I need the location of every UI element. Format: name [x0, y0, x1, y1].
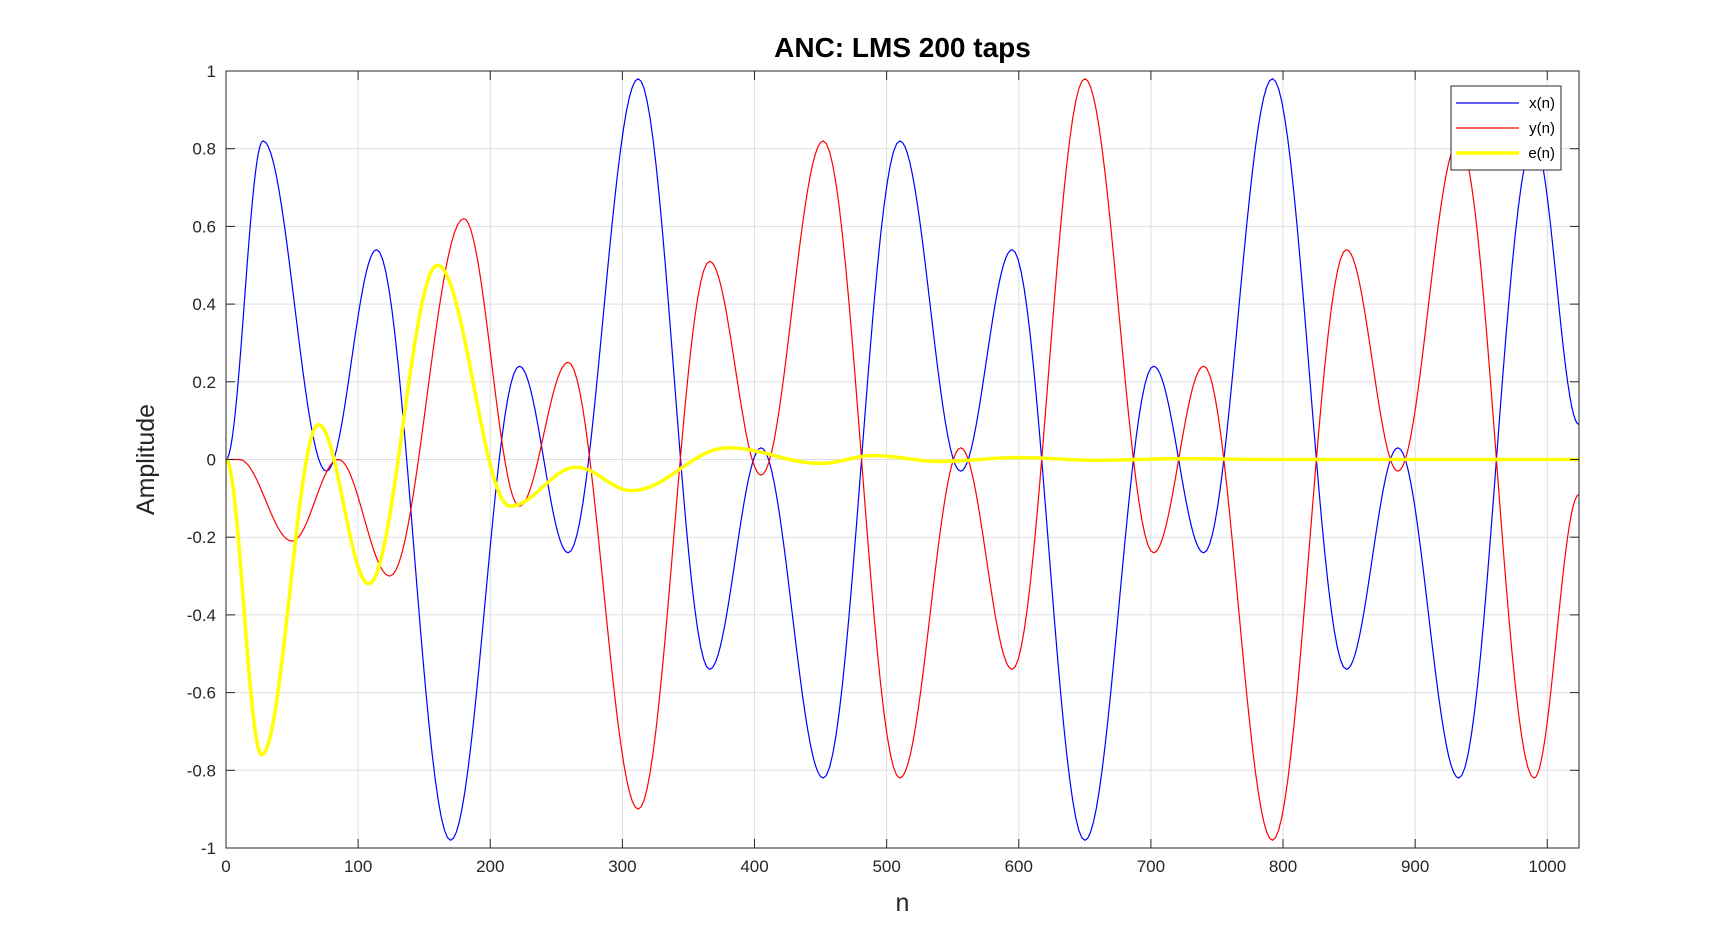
y-tick-label: -0.8 [187, 761, 216, 780]
x-tick-label: 0 [221, 857, 230, 876]
x-tick-label: 200 [476, 857, 504, 876]
x-tick-label: 300 [608, 857, 636, 876]
legend-label: e(n) [1528, 145, 1555, 162]
x-tick-label: 700 [1137, 857, 1165, 876]
y-tick-label: -0.6 [187, 684, 216, 703]
x-tick-label: 900 [1401, 857, 1429, 876]
chart-title: ANC: LMS 200 taps [774, 32, 1031, 63]
series-line-yn [226, 78, 1579, 841]
y-tick-label: 0 [207, 451, 216, 470]
y-tick-label: 0.8 [192, 140, 216, 159]
y-tick-label: 0.6 [192, 217, 216, 236]
x-tick-label: 500 [872, 857, 900, 876]
x-axis-label: n [896, 889, 910, 917]
axes-ticks: 0 100 200 300 400 500 600 700 800 900 1000 -1 -0.8 -0… [187, 62, 1579, 876]
x-tick-label: 400 [740, 857, 768, 876]
legend-label: x(n) [1529, 95, 1555, 112]
x-tick-label: 600 [1005, 857, 1033, 876]
legend: x(n) y(n) e(n) [1450, 85, 1562, 171]
y-axis-label: Amplitude [132, 404, 160, 515]
series-line-xn [226, 78, 1579, 841]
y-tick-label: 0.2 [192, 373, 216, 392]
series-line-en [226, 263, 1579, 757]
y-tick-label: -1 [201, 839, 216, 858]
y-tick-label: 1 [207, 62, 216, 81]
x-tick-label: 100 [344, 857, 372, 876]
y-tick-label: -0.4 [187, 606, 216, 625]
legend-label: y(n) [1529, 120, 1555, 137]
y-tick-label: 0.4 [192, 295, 216, 314]
x-tick-label: 800 [1269, 857, 1297, 876]
y-tick-label: -0.2 [187, 528, 216, 547]
series-layer [226, 78, 1579, 841]
x-tick-label: 1000 [1528, 857, 1566, 876]
